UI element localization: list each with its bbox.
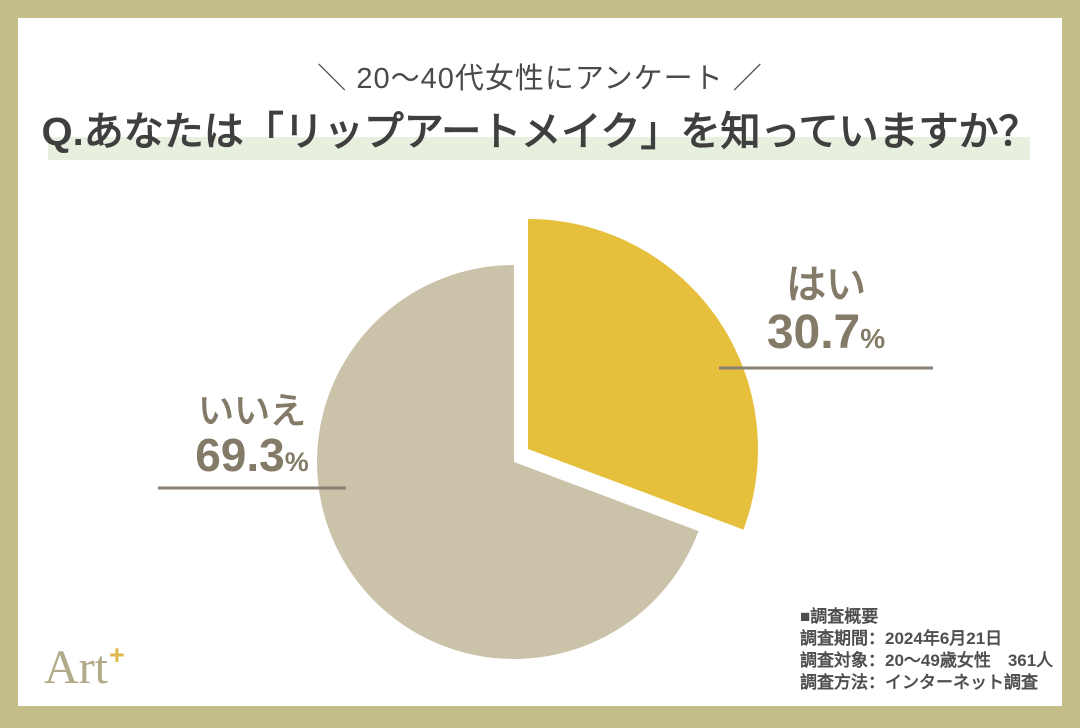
title-highlight-bar <box>48 137 1030 160</box>
slice-value-yes: 30.7% <box>719 305 933 359</box>
slice-label-no: いいえ <box>197 390 306 431</box>
tagline: ＼ 20〜40代女性にアンケート ／ <box>317 63 763 95</box>
brand-logo-plus: + <box>108 640 125 670</box>
slice-value-no: 69.3% <box>158 431 346 479</box>
survey-info-period: 調査期間：2024年6月21日 <box>800 629 1003 648</box>
slice-value-unit-yes: % <box>860 322 886 354</box>
survey-info-method: 調査方法：インターネット調査 <box>800 673 1038 692</box>
page-title: Q.あなたは「リップアートメイク」を知っていますか？ <box>41 110 1039 154</box>
survey-info: ■調査概要 調査期間：2024年6月21日 調査対象：20〜49歳女性 361人… <box>800 606 1053 694</box>
pie-label-yes: はい 30.7% <box>719 263 933 367</box>
slice-label-yes: はい <box>786 263 866 307</box>
brand-logo-text: Art <box>44 641 108 694</box>
slice-value-number-yes: 30.7 <box>766 305 861 359</box>
survey-info-target: 調査対象：20〜49歳女性 361人 <box>800 651 1054 670</box>
brand-logo: Art+ <box>44 640 125 695</box>
pie-slice-no <box>317 265 699 659</box>
pie-slice-yes <box>528 219 758 530</box>
slice-value-number-no: 69.3 <box>195 429 285 482</box>
slice-value-unit-no: % <box>284 447 309 478</box>
pie-label-no: いいえ 69.3% <box>158 390 346 490</box>
survey-info-heading: ■調査概要 <box>800 607 879 626</box>
